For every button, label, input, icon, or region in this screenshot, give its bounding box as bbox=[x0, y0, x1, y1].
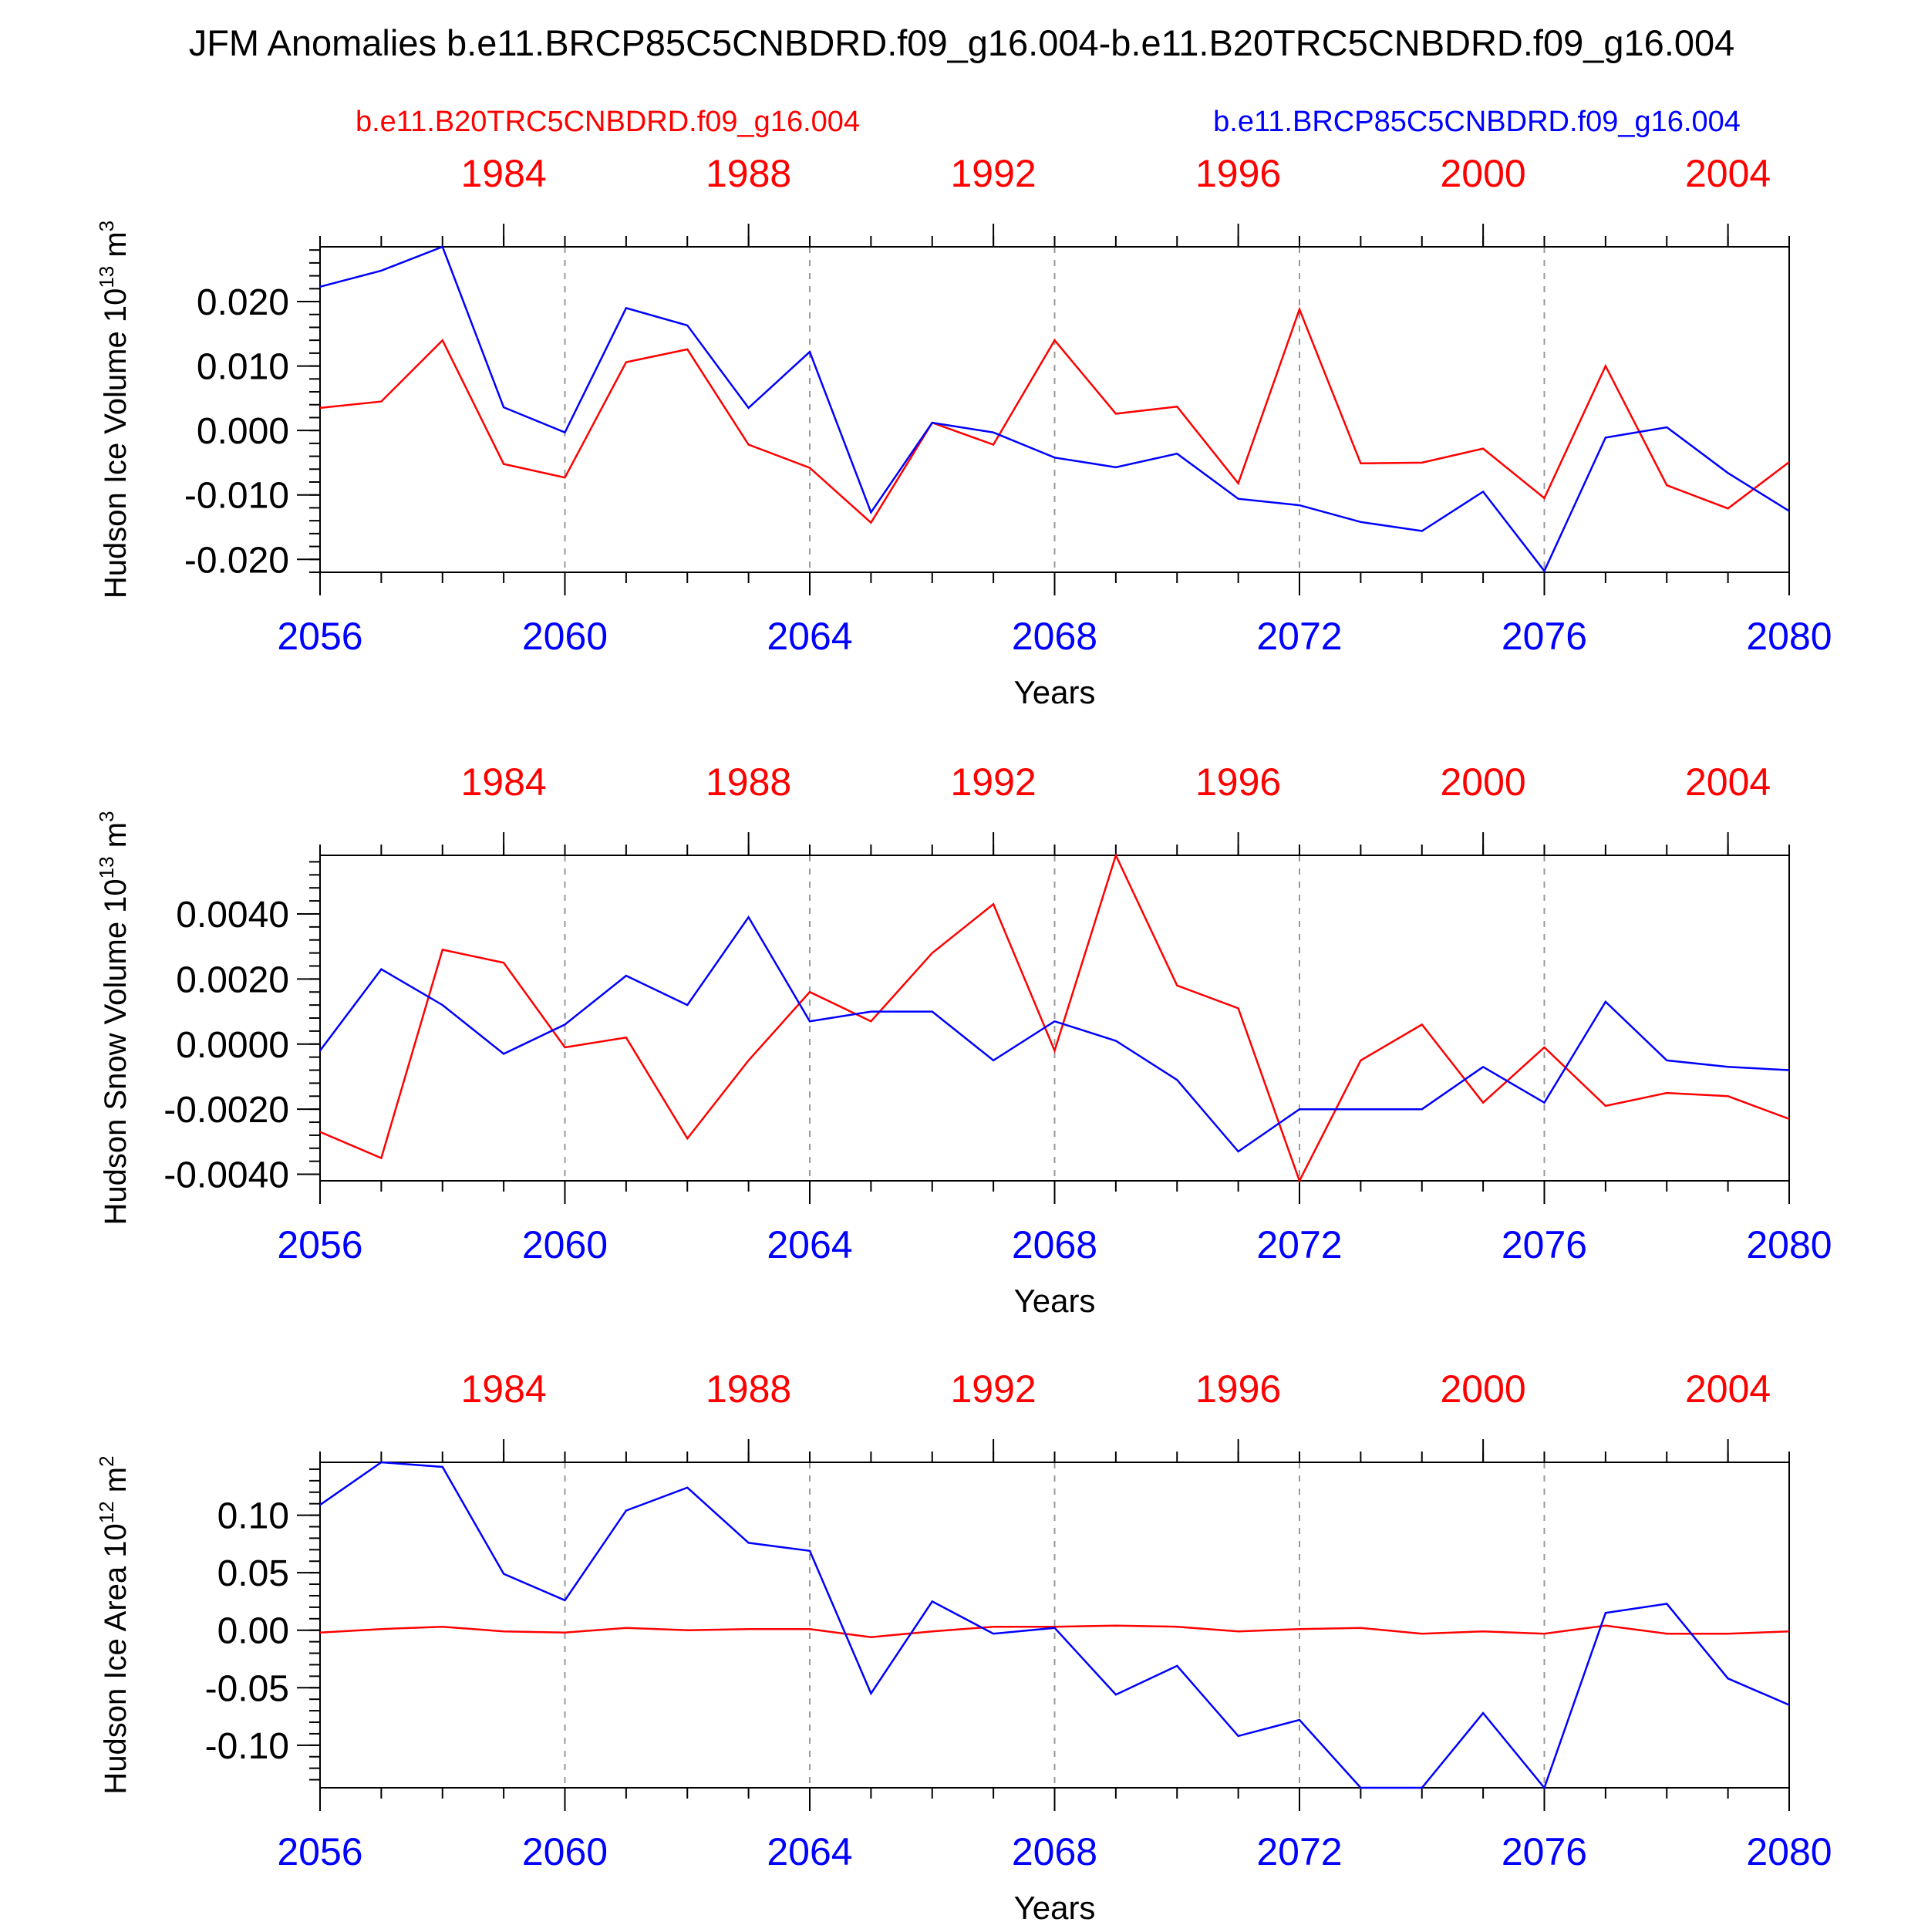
x-top-tick-label: 2004 bbox=[1685, 760, 1771, 804]
x-tick-label: 2080 bbox=[1746, 615, 1832, 658]
x-axis-title: Years bbox=[1014, 674, 1096, 710]
legend-blue-label: b.e11.BRCP85C5CNBDRD.f09_g16.004 bbox=[1213, 106, 1741, 138]
x-top-tick-label: 2000 bbox=[1441, 760, 1526, 804]
y-axis-title-exponent: 13 bbox=[95, 856, 118, 878]
panel-3: 2056 2060 2064 2068 2072 2076 2080 1984 1988 1992… bbox=[95, 1367, 1832, 1926]
series-line-red bbox=[320, 306, 1789, 524]
y-axis-title-unit: m bbox=[99, 1467, 133, 1501]
x-tick-label: 2056 bbox=[277, 1223, 362, 1266]
y-tick-label: 0.0000 bbox=[176, 1025, 289, 1066]
x-top-tick-label: 1988 bbox=[706, 152, 791, 195]
x-top-tick-label: 1996 bbox=[1195, 760, 1281, 804]
x-top-tick-label: 1996 bbox=[1195, 1367, 1281, 1411]
legend-red-label: b.e11.B20TRC5CNBDRD.f09_g16.004 bbox=[356, 106, 860, 138]
y-tick-label: 0.010 bbox=[197, 347, 289, 388]
y-tick-label: 0.0040 bbox=[176, 895, 289, 936]
x-top-tick-label: 1992 bbox=[951, 1367, 1036, 1411]
y-tick-label: -0.10 bbox=[205, 1726, 289, 1767]
y-axis-title: Hudson Ice Area 1012 m2 bbox=[95, 1455, 133, 1794]
series-line-blue bbox=[320, 915, 1789, 1153]
y-axis-title: Hudson Ice Volume 1013 m3 bbox=[95, 221, 133, 598]
y-tick-label: 0.000 bbox=[197, 411, 289, 452]
x-top-tick-label: 2000 bbox=[1441, 152, 1526, 195]
x-top-tick-label: 1988 bbox=[706, 1367, 791, 1411]
x-top-tick-label: 1992 bbox=[951, 152, 1036, 195]
x-top-tick-label: 1984 bbox=[461, 1367, 547, 1411]
x-top-tick-label: 2000 bbox=[1441, 1367, 1526, 1411]
y-axis-title-text: Hudson Ice Area 10 bbox=[99, 1523, 133, 1794]
y-axis-title-exponent: 13 bbox=[95, 266, 118, 288]
chart-title: JFM Anomalies b.e11.BRCP85C5CNBDRD.f09_g… bbox=[189, 22, 1735, 63]
y-tick-label: 0.10 bbox=[217, 1496, 289, 1537]
y-tick-label: 0.05 bbox=[217, 1553, 289, 1594]
x-top-tick-label: 1996 bbox=[1195, 152, 1281, 195]
x-tick-label: 2076 bbox=[1502, 1223, 1587, 1266]
x-tick-label: 2064 bbox=[767, 615, 852, 658]
x-top-tick-label: 1984 bbox=[461, 760, 547, 804]
x-tick-label: 2076 bbox=[1502, 615, 1587, 658]
y-tick-label: -0.05 bbox=[205, 1668, 289, 1709]
x-top-tick-label: 1992 bbox=[951, 760, 1036, 804]
x-top-tick-label: 1984 bbox=[461, 152, 547, 195]
y-axis-title-unit-exponent: 3 bbox=[95, 221, 118, 231]
x-axis-title: Years bbox=[1014, 1890, 1096, 1926]
y-axis-title-unit: m bbox=[99, 231, 133, 265]
x-tick-label: 2080 bbox=[1746, 1830, 1832, 1873]
x-top-tick-label: 2004 bbox=[1685, 152, 1771, 195]
x-tick-label: 2072 bbox=[1256, 1223, 1342, 1266]
y-tick-label: 0.020 bbox=[197, 282, 289, 323]
y-tick-label: -0.010 bbox=[184, 476, 289, 517]
series-line-red bbox=[320, 854, 1789, 1182]
y-axis-title-text: Hudson Snow Volume 10 bbox=[99, 878, 133, 1225]
x-axis-title: Years bbox=[1014, 1283, 1096, 1319]
x-tick-label: 2068 bbox=[1012, 615, 1097, 658]
x-tick-label: 2060 bbox=[522, 1223, 608, 1266]
x-tick-label: 2076 bbox=[1502, 1830, 1587, 1873]
y-tick-label: -0.020 bbox=[184, 540, 289, 581]
panel-2: 2056 2060 2064 2068 2072 2076 2080 1984 1988 1992… bbox=[95, 760, 1832, 1319]
panel-1: 2056 2060 2064 2068 2072 2076 2080 1984 1988 1992… bbox=[95, 152, 1832, 710]
x-tick-label: 2064 bbox=[767, 1223, 852, 1266]
x-top-tick-label: 2004 bbox=[1685, 1367, 1771, 1411]
y-axis-title-exponent: 12 bbox=[95, 1501, 118, 1523]
y-axis-title-unit: m bbox=[99, 822, 133, 856]
y-axis-title-text: Hudson Ice Volume 10 bbox=[99, 288, 133, 598]
x-tick-label: 2056 bbox=[277, 1830, 362, 1873]
y-tick-label: -0.0020 bbox=[163, 1090, 289, 1131]
x-tick-label: 2068 bbox=[1012, 1830, 1097, 1873]
y-tick-label: 0.00 bbox=[217, 1611, 289, 1652]
x-tick-label: 2060 bbox=[522, 615, 608, 658]
series-line-blue bbox=[320, 245, 1789, 573]
series-line-red bbox=[320, 1624, 1789, 1638]
y-axis-title: Hudson Snow Volume 1013 m3 bbox=[95, 811, 133, 1225]
x-tick-label: 2080 bbox=[1746, 1223, 1832, 1266]
y-axis-title-unit-exponent: 3 bbox=[95, 811, 118, 821]
x-top-tick-label: 1988 bbox=[706, 760, 791, 804]
x-tick-label: 2060 bbox=[522, 1830, 608, 1873]
x-tick-label: 2068 bbox=[1012, 1223, 1097, 1266]
x-tick-label: 2056 bbox=[277, 615, 362, 658]
y-tick-label: 0.0020 bbox=[176, 959, 289, 1000]
y-tick-label: -0.0040 bbox=[163, 1155, 289, 1196]
x-tick-label: 2072 bbox=[1256, 615, 1342, 658]
x-tick-label: 2072 bbox=[1256, 1830, 1342, 1873]
x-tick-label: 2064 bbox=[767, 1830, 852, 1873]
series-line-blue bbox=[320, 1461, 1789, 1789]
y-axis-title-unit-exponent: 2 bbox=[95, 1455, 118, 1466]
